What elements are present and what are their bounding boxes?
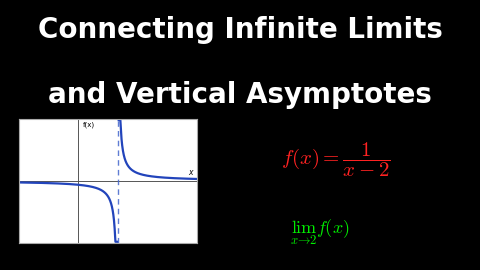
Text: and Vertical Asymptotes: and Vertical Asymptotes [48, 81, 432, 109]
Text: $f(x) = \dfrac{1}{x-2}$: $f(x) = \dfrac{1}{x-2}$ [281, 140, 390, 178]
Text: Connecting Infinite Limits: Connecting Infinite Limits [37, 16, 443, 44]
Text: f(x): f(x) [83, 121, 95, 128]
Text: x: x [188, 168, 193, 177]
Text: $\lim_{x \to 2} f(x)$: $\lim_{x \to 2} f(x)$ [289, 217, 349, 247]
